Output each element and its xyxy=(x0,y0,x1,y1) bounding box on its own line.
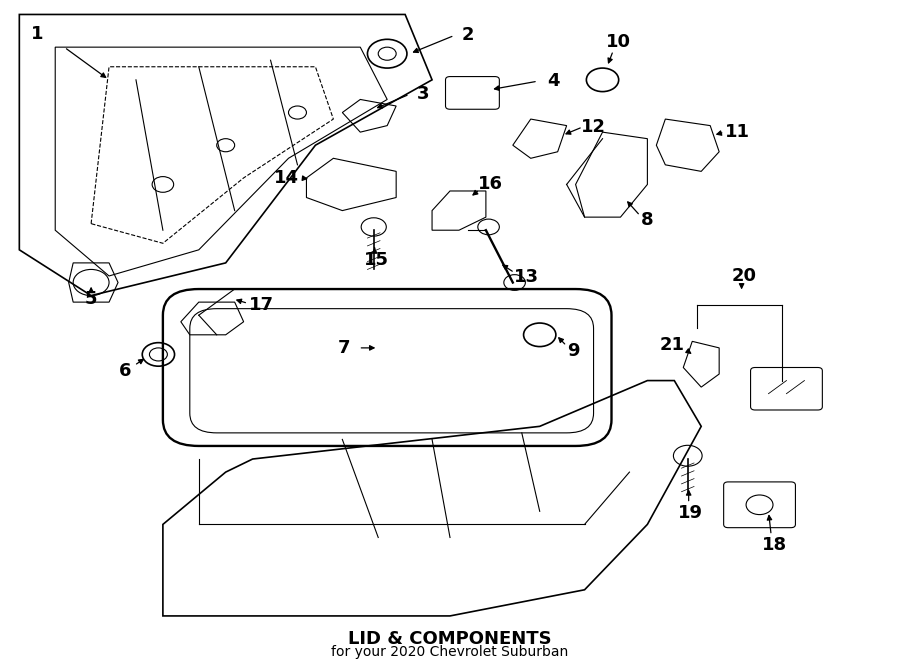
Text: 7: 7 xyxy=(338,339,350,357)
Text: 2: 2 xyxy=(462,26,474,44)
Text: for your 2020 Chevrolet Suburban: for your 2020 Chevrolet Suburban xyxy=(331,645,569,659)
Text: 14: 14 xyxy=(274,169,299,187)
Text: 8: 8 xyxy=(641,212,653,229)
Text: 12: 12 xyxy=(581,118,606,136)
Text: 6: 6 xyxy=(119,362,131,380)
Text: 5: 5 xyxy=(85,290,97,308)
Text: 10: 10 xyxy=(607,33,631,51)
Text: 20: 20 xyxy=(732,267,757,285)
Text: 9: 9 xyxy=(568,342,580,360)
Text: 3: 3 xyxy=(417,85,429,103)
Text: 21: 21 xyxy=(660,336,685,354)
Text: 19: 19 xyxy=(678,504,703,522)
Text: 11: 11 xyxy=(724,123,750,141)
Text: 17: 17 xyxy=(249,296,274,315)
Text: 15: 15 xyxy=(364,251,389,268)
Text: LID & COMPONENTS: LID & COMPONENTS xyxy=(348,630,552,648)
Text: 16: 16 xyxy=(478,175,503,194)
Text: 13: 13 xyxy=(514,268,539,286)
Text: 4: 4 xyxy=(547,72,560,90)
Text: 18: 18 xyxy=(762,536,788,555)
Text: 1: 1 xyxy=(31,25,43,43)
